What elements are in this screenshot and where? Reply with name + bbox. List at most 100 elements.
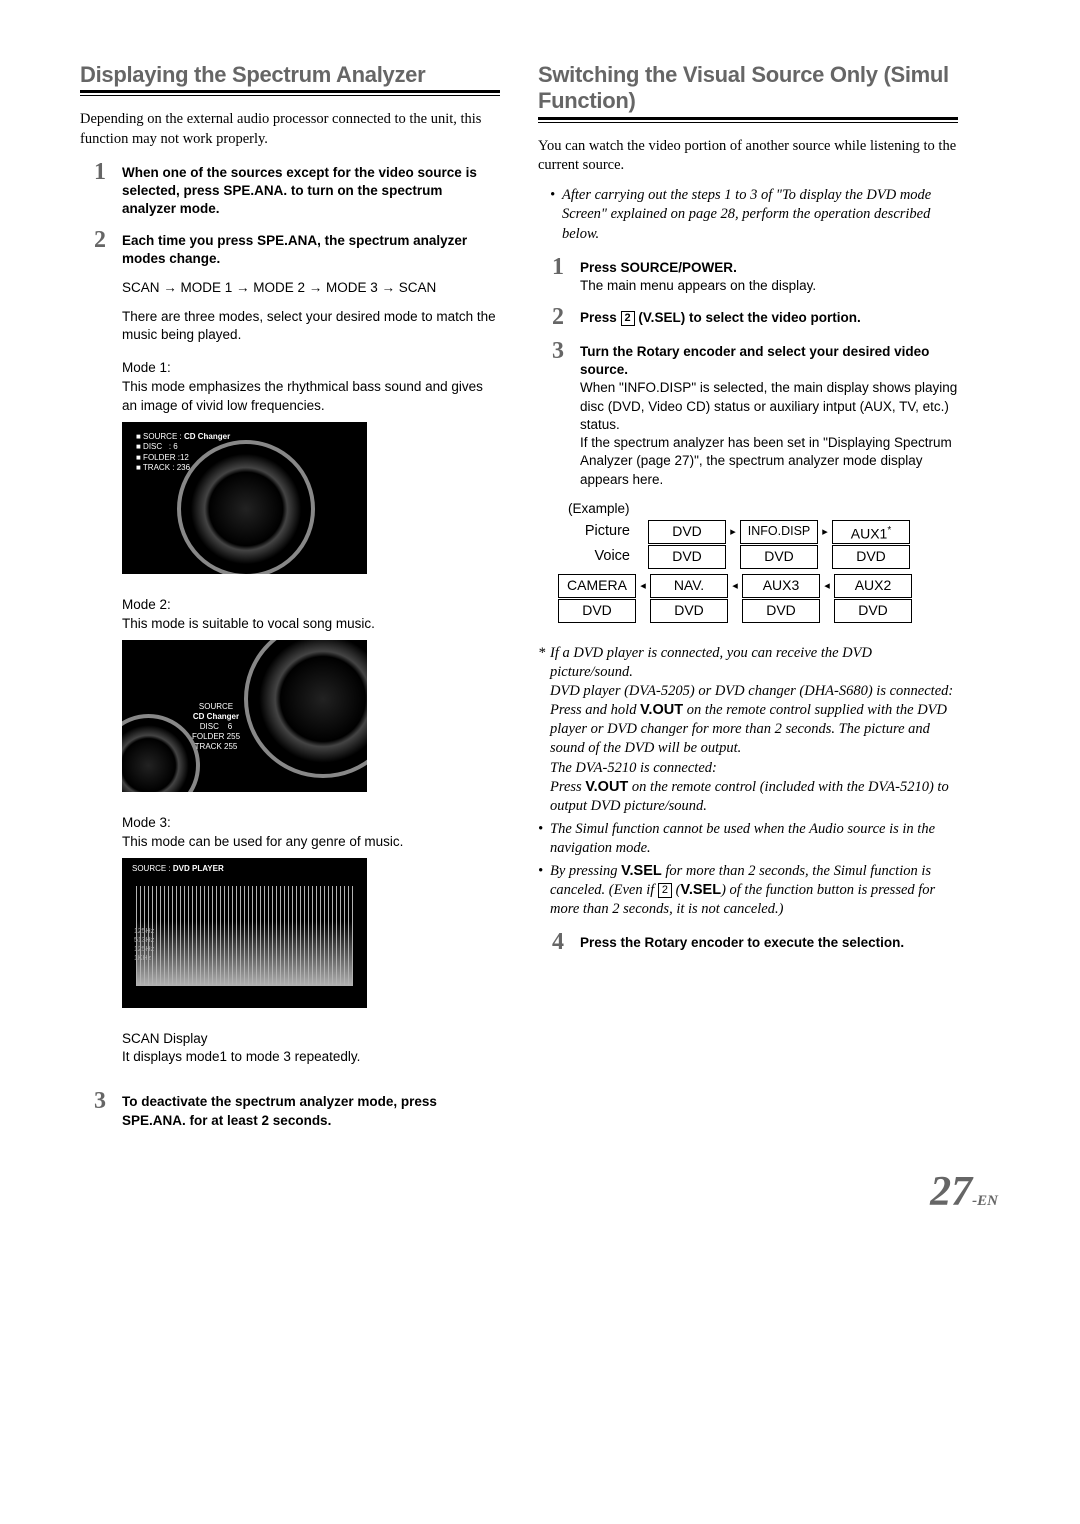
left-column: Displaying the Spectrum Analyzer Dependi… bbox=[80, 62, 500, 1136]
mode-desc: There are three modes, select your desir… bbox=[122, 308, 500, 346]
row-label: Voice bbox=[558, 546, 634, 568]
speaker-icon bbox=[177, 440, 315, 574]
button-box-icon: 2 bbox=[658, 883, 672, 898]
scan-label: SCAN Display bbox=[122, 1030, 500, 1049]
text: Turn the bbox=[580, 344, 637, 359]
right-step-3: 3 Turn the Rotary encoder and select you… bbox=[552, 339, 958, 489]
right-intro: You can watch the video portion of anoth… bbox=[538, 137, 958, 176]
img-overlay-text: SOURCE : DVD PLAYER bbox=[132, 864, 224, 873]
cell: AUX3 bbox=[742, 574, 820, 598]
key-label: V.OUT bbox=[585, 779, 628, 795]
table-row: DVD DVD DVD DVD bbox=[558, 599, 953, 624]
text: By pressing bbox=[550, 863, 621, 879]
cell: AUX1* bbox=[832, 520, 910, 544]
speaker-icon bbox=[244, 640, 367, 778]
cell: DVD bbox=[650, 599, 728, 623]
page-number-value: 27 bbox=[930, 1169, 972, 1215]
text: Press bbox=[550, 779, 585, 795]
left-step-3: 3 To deactivate the spectrum analyzer mo… bbox=[94, 1089, 500, 1129]
scan-text: It displays mode1 to mode 3 repeatedly. bbox=[122, 1048, 500, 1067]
left-step-1: 1 When one of the sources except for the… bbox=[94, 160, 500, 219]
mode2-label: Mode 2: bbox=[122, 596, 500, 615]
mode2-image: SOURCECD ChangerDISC 6FOLDER 255TRACK 25… bbox=[122, 640, 367, 792]
page-number-suffix: -EN bbox=[972, 1193, 998, 1209]
step-body: When one of the sources except for the v… bbox=[122, 160, 500, 219]
step-body: To deactivate the spectrum analyzer mode… bbox=[122, 1089, 500, 1129]
example-label: (Example) bbox=[568, 501, 958, 516]
table-row: Voice DVD DVD DVD bbox=[558, 545, 953, 570]
cell: DVD bbox=[558, 599, 636, 623]
rule bbox=[538, 117, 958, 123]
key-label: V.SEL bbox=[680, 882, 721, 898]
note-text: If a DVD player is connected, you can re… bbox=[550, 644, 958, 816]
text: ( bbox=[635, 310, 643, 325]
key-label: Rotary encoder bbox=[637, 344, 736, 359]
cell: DVD bbox=[740, 545, 818, 569]
source-table: Picture DVD ▸ INFO.DISP ▸ AUX1* Voice DV… bbox=[558, 520, 953, 624]
step-number: 2 bbox=[94, 228, 112, 268]
mode1-text: This mode emphasizes the rhythmical bass… bbox=[122, 378, 500, 416]
mode1-label: Mode 1: bbox=[122, 359, 500, 378]
step-body: Press the Rotary encoder to execute the … bbox=[580, 930, 904, 954]
spectrum-bars-icon bbox=[136, 886, 353, 986]
speaker-icon bbox=[122, 714, 200, 792]
mode2-text: This mode is suitable to vocal song musi… bbox=[122, 615, 500, 634]
arrow-icon: ▸ bbox=[818, 521, 832, 543]
img-overlay-text: SOURCECD ChangerDISC 6FOLDER 255TRACK 25… bbox=[192, 702, 240, 752]
text: The DVA-5210 is connected: bbox=[550, 760, 717, 776]
cell: AUX2 bbox=[834, 574, 912, 598]
text: DVD player (DVA-5205) or DVD changer (DH… bbox=[550, 683, 953, 699]
left-step-2: 2 Each time you press SPE.ANA, the spect… bbox=[94, 228, 500, 268]
arrow-icon: ◂ bbox=[820, 575, 834, 597]
key-label: SPE.ANA. bbox=[122, 1113, 186, 1128]
asterisk-icon: * bbox=[887, 525, 891, 536]
text: Press the bbox=[580, 935, 645, 950]
step-number: 3 bbox=[552, 339, 570, 489]
right-step-4: 4 Press the Rotary encoder to execute th… bbox=[552, 930, 958, 954]
step-body: Turn the Rotary encoder and select your … bbox=[580, 339, 958, 489]
step-body: Press SOURCE/POWER. The main menu appear… bbox=[580, 255, 816, 295]
right-step-1: 1 Press SOURCE/POWER. The main menu appe… bbox=[552, 255, 958, 295]
top-note: •After carrying out the steps 1 to 3 of … bbox=[538, 186, 958, 245]
note-text: The Simul function cannot be used when t… bbox=[550, 820, 958, 858]
text: If the spectrum analyzer has been set in… bbox=[580, 435, 952, 486]
note-text: By pressing V.SEL for more than 2 second… bbox=[550, 862, 958, 919]
text: to execute the selection. bbox=[744, 935, 905, 950]
cell: NAV. bbox=[650, 574, 728, 598]
right-title: Switching the Visual Source Only (Simul … bbox=[538, 62, 958, 115]
button-box-icon: 2 bbox=[621, 311, 635, 326]
text: Each time you press bbox=[122, 233, 257, 248]
right-column: Switching the Visual Source Only (Simul … bbox=[538, 62, 958, 1136]
step-number: 1 bbox=[552, 255, 570, 295]
mode-sequence: SCAN → MODE 1 → MODE 2 → MODE 3 → SCAN bbox=[122, 279, 500, 298]
mode3-label: Mode 3: bbox=[122, 814, 500, 833]
key-label: V.OUT bbox=[640, 702, 683, 718]
key-label: SOURCE/POWER bbox=[621, 260, 734, 275]
cell: INFO.DISP bbox=[740, 520, 818, 544]
text: ) to select the video portion. bbox=[681, 310, 861, 325]
left-title: Displaying the Spectrum Analyzer bbox=[80, 62, 500, 88]
note-text: After carrying out the steps 1 to 3 of "… bbox=[562, 186, 958, 245]
cell: DVD bbox=[832, 545, 910, 569]
img-overlay-text: 125Hz513Hz125Hz1KHz bbox=[134, 927, 154, 963]
table-row: Picture DVD ▸ INFO.DISP ▸ AUX1* bbox=[558, 520, 953, 545]
cell: DVD bbox=[648, 545, 726, 569]
cell: DVD bbox=[742, 599, 820, 623]
key-label: SPE.ANA bbox=[257, 233, 317, 248]
arrow-icon: ▸ bbox=[726, 521, 740, 543]
mode3-text: This mode can be used for any genre of m… bbox=[122, 833, 500, 852]
table-row: CAMERA ◂ NAV. ◂ AUX3 ◂ AUX2 bbox=[558, 574, 953, 599]
text: To deactivate the spectrum analyzer mode… bbox=[122, 1094, 437, 1109]
arrow-icon: ◂ bbox=[636, 575, 650, 597]
text: for at least 2 seconds. bbox=[186, 1113, 332, 1128]
mode3-image: SOURCE : DVD PLAYER 125Hz513Hz125Hz1KHz bbox=[122, 858, 367, 1008]
step-number: 1 bbox=[94, 160, 112, 219]
text: AUX1 bbox=[851, 526, 888, 542]
text: . bbox=[733, 260, 737, 275]
key-label: V.SEL bbox=[621, 863, 662, 879]
step-number: 2 bbox=[552, 305, 570, 329]
text: Press and hold bbox=[550, 702, 640, 718]
cell: CAMERA bbox=[558, 574, 636, 598]
page-number: 27-EN bbox=[930, 1168, 998, 1216]
cell: DVD bbox=[648, 520, 726, 544]
